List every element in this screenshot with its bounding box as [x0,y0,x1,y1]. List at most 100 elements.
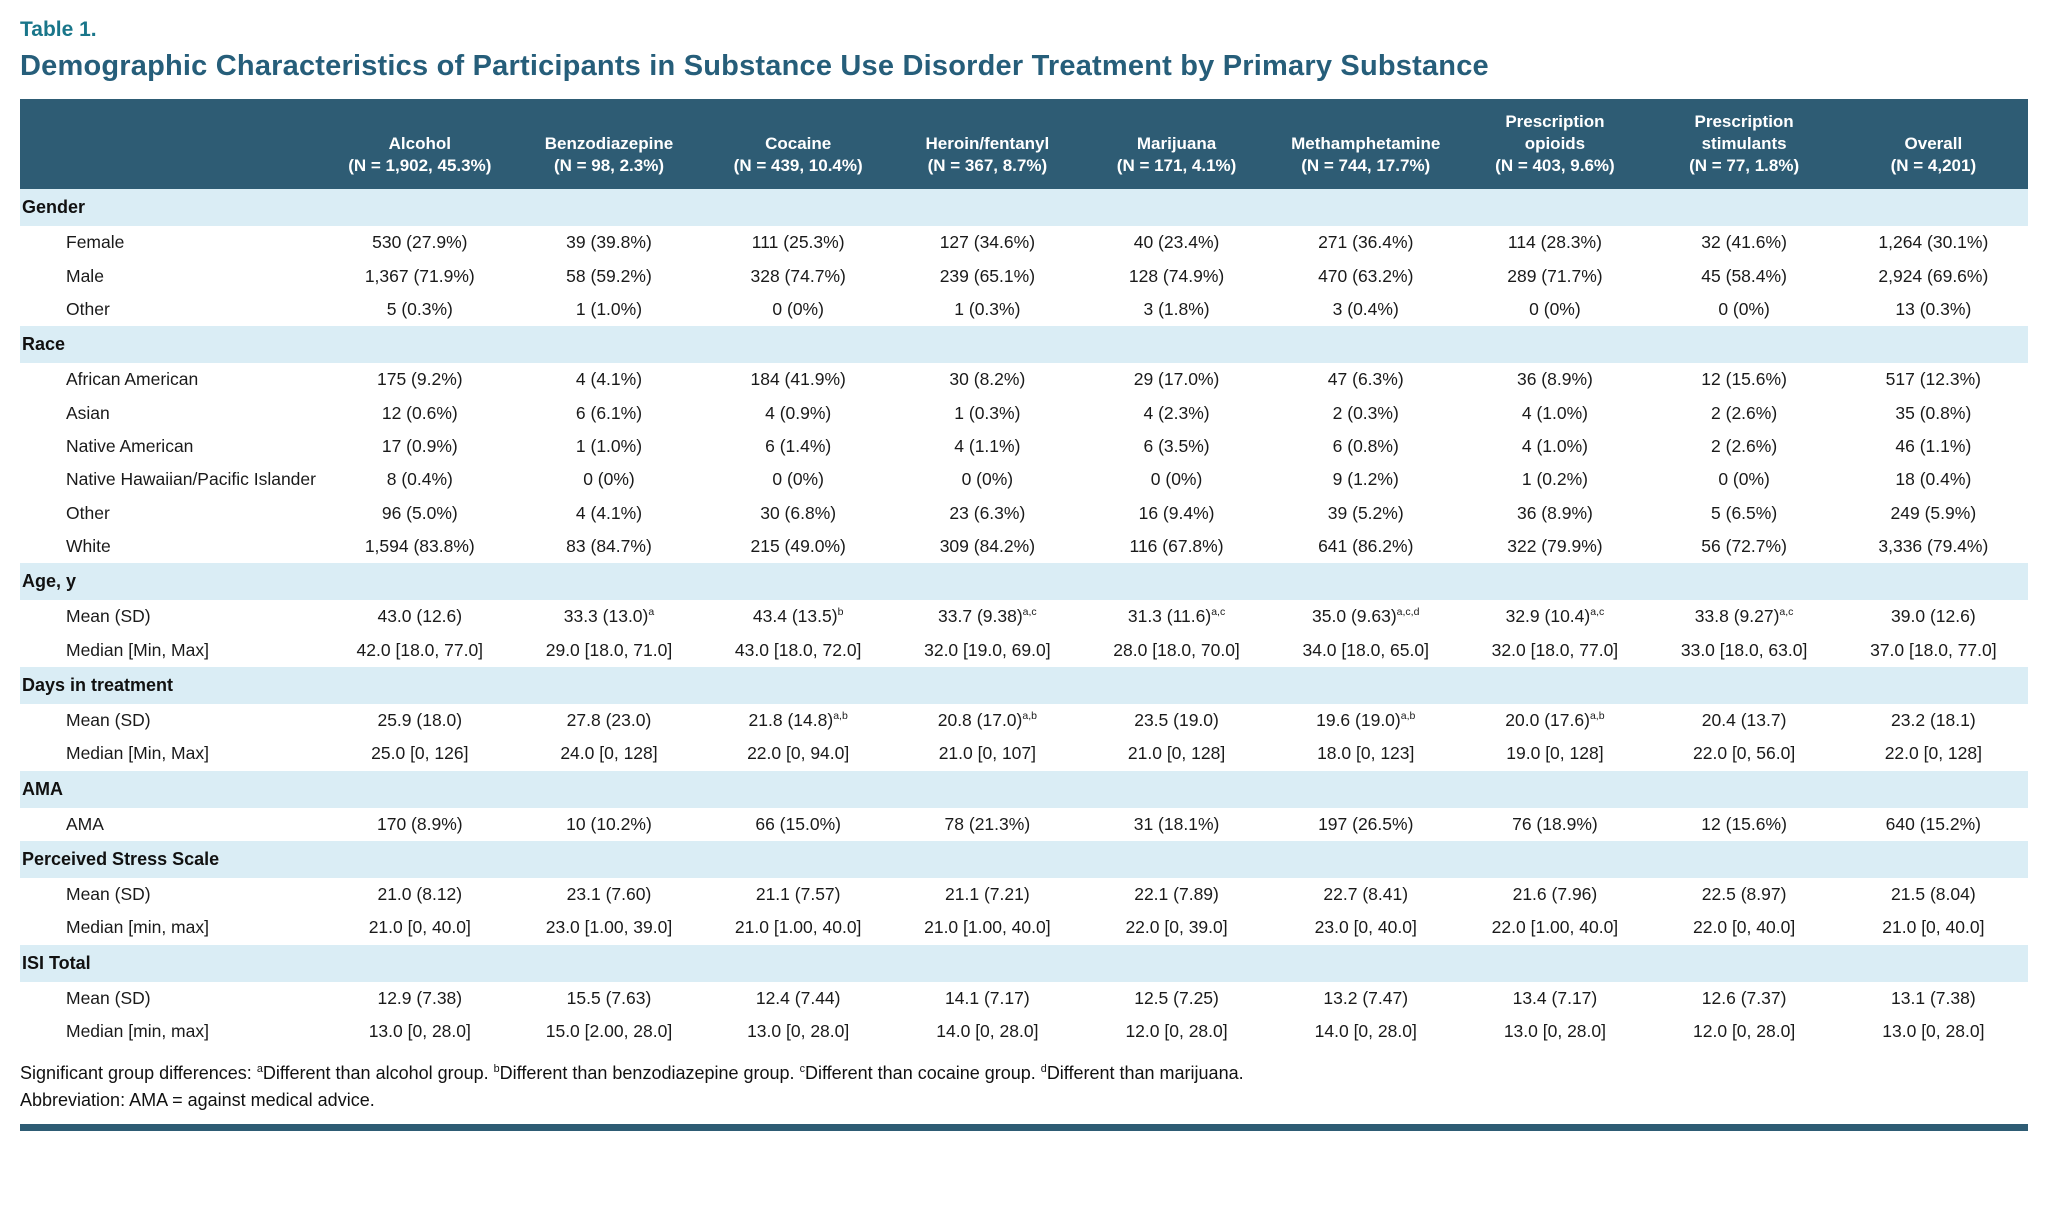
data-cell: 12.0 [0, 28.0] [1125,1021,1228,1042]
superscript-marker: b [837,606,844,619]
data-cell: 111 (25.3%) [751,232,845,253]
data-cell: 0 (0%) [1718,469,1770,490]
data-cell: 6 (6.1%) [575,402,643,423]
column-name: Benzodiazepine [544,134,674,154]
section-header: ISI Total [20,944,2028,982]
table-row: Mean (SD) 12.9 (7.38) 15.5 (7.63) 12.4 (7.4… [20,982,2028,1015]
table-row: Mean (SD) 25.9 (18.0) 27.8 (23.0) 21.8 (14.… [20,704,2028,737]
superscript-marker: b [493,1063,500,1076]
data-cell: 22.0 [0, 56.0] [1693,743,1796,764]
column-n-count: (N = 403, 9.6%) [1495,156,1615,176]
data-cell: 12.0 [0, 28.0] [1693,1021,1796,1042]
data-cell: 32 (41.6%) [1701,232,1787,253]
data-cell: 25.9 (18.0) [377,710,463,731]
section-header-row: ISI Total [20,944,2028,982]
table-row: Median [Min, Max] 42.0 [18.0, 77.0] 29.0 [… [20,634,2028,667]
data-cell: 21.0 [1.00, 40.0] [734,917,862,938]
section-header-row: Days in treatment [20,667,2028,705]
data-cell: 0 (0%) [1718,298,1770,319]
data-cell: 0 (0%) [583,469,635,490]
data-cell: 15.5 (7.63) [566,987,652,1008]
data-cell: 18.0 [0, 123] [1317,743,1415,764]
column-header: Methamphetamine (N = 744, 17.7%) [1271,99,1461,190]
data-cell: 2,924 (69.6%) [1878,265,1989,286]
data-cell: 21.5 (8.04) [1891,884,1976,905]
data-cell: 6 (1.4%) [765,436,832,456]
row-label: Native Hawaiian/Pacific Islander [66,469,316,490]
data-cell: 4 (2.3%) [1143,402,1210,423]
row-label: Mean (SD) [66,606,151,627]
bottom-rule [20,1124,2028,1132]
data-cell: 33.7 (9.38)a,c [938,606,1037,627]
superscript-marker: a,c [1779,606,1794,619]
data-cell: 33.8 (9.27)a,c [1694,606,1794,627]
section-header: Perceived Stress Scale [20,841,2028,879]
data-cell: 1,367 (71.9%) [364,265,475,286]
data-cell: 43.0 (12.6) [377,606,463,627]
superscript-marker: a [256,1063,263,1076]
section-header: Age, y [20,563,2028,601]
data-cell: 470 (63.2%) [1318,265,1414,286]
section-header-row: Perceived Stress Scale [20,841,2028,879]
data-cell: 31.3 (11.6)a,c [1127,606,1226,627]
data-cell: 215 (49.0%) [750,536,846,557]
data-cell: 6 (0.8%) [1332,436,1399,456]
demographics-table: Alcohol (N = 1,902, 45.3%) Benzodiazepine(… [20,99,2028,1048]
data-cell: 289 (71.7%) [1507,265,1603,286]
data-cell: 8 (0.4%) [386,469,453,490]
table-row: Other 5 (0.3%) 1 (1.0%) 0 (0%) 1 (0.3%) 3 (1.… [20,293,2028,326]
data-cell: 39.0 (12.6) [1891,606,1976,627]
data-cell: 23 (6.3%) [949,502,1026,523]
data-cell: 43.4 (13.5)b [752,606,844,627]
data-cell: 1 (1.0%) [575,436,643,456]
data-cell: 47 (6.3%) [1327,369,1404,390]
table-header: Alcohol (N = 1,902, 45.3%) Benzodiazepine(… [20,99,2028,190]
table-label: Table 1. [20,18,97,41]
row-label: Mean (SD) [66,987,151,1008]
data-cell: 21.0 [1.00, 40.0] [924,917,1051,938]
data-cell: 15.0 [2.00, 28.0] [545,1021,673,1042]
footnote: Abbreviation: AMA = against medical advi… [20,1090,375,1111]
data-cell: 12.4 (7.44) [755,987,841,1008]
data-cell: 14.1 (7.17) [945,987,1030,1008]
data-cell: 116 (67.8%) [1129,536,1224,557]
data-cell: 114 (28.3%) [1507,232,1602,253]
data-cell: 22.0 [0, 39.0] [1125,917,1228,938]
data-cell: 641 (86.2%) [1318,536,1414,557]
data-cell: 33.3 (13.0)a [563,606,655,627]
row-label: Native American [66,436,194,456]
data-cell: 175 (9.2%) [376,369,463,390]
data-cell: 12 (15.6%) [1701,813,1787,834]
column-header: Prescription stimulants (N = 77, 1.8%) [1649,99,1839,190]
column-n-count: (N = 439, 10.4%) [733,156,863,176]
data-cell: 12.9 (7.38) [377,987,463,1008]
row-label: Median [min, max] [66,1021,209,1042]
row-label: Median [Min, Max] [66,743,209,764]
data-cell: 13.2 (7.47) [1323,987,1409,1008]
column-n-count: (N = 98, 2.3%) [553,156,665,176]
data-cell: 12 (0.6%) [381,402,458,423]
data-cell: 328 (74.7%) [750,265,846,286]
data-cell: 21.0 (8.12) [377,884,463,905]
data-cell: 56 (72.7%) [1701,536,1787,557]
row-label: Male [66,265,104,286]
data-cell: 271 (36.4%) [1318,232,1414,253]
table-row: Female 530 (27.9%) 39 (39.8%) 111 (25.3%) 12… [20,226,2028,259]
data-cell: 517 (12.3%) [1885,369,1982,390]
data-cell: 4 (0.9%) [765,402,832,423]
table-row: Asian 12 (0.6%) 6 (6.1%) 4 (0.9%) 1 (0.3%) 4 … [20,397,2028,430]
data-cell: 1 (0.3%) [954,298,1021,319]
data-cell: 22.0 [1.00, 40.0] [1491,917,1619,938]
data-cell: 4 (1.0%) [1521,436,1588,456]
row-label: Mean (SD) [66,710,151,731]
table-row: Mean (SD) 21.0 (8.12) 23.1 (7.60) 21.1 (7.5… [20,878,2028,911]
data-cell: 9 (1.2%) [1332,469,1399,490]
section-header: Days in treatment [20,667,2028,705]
data-cell: 13.0 [0, 28.0] [747,1021,850,1042]
column-header: Alcohol (N = 1,902, 45.3%) [325,99,515,190]
data-cell: 39 (5.2%) [1327,502,1404,523]
data-cell: 13.1 (7.38) [1891,987,1976,1008]
data-cell: 23.2 (18.1) [1891,710,1976,731]
page-title: Demographic Characteristics of Participa… [20,50,1489,82]
